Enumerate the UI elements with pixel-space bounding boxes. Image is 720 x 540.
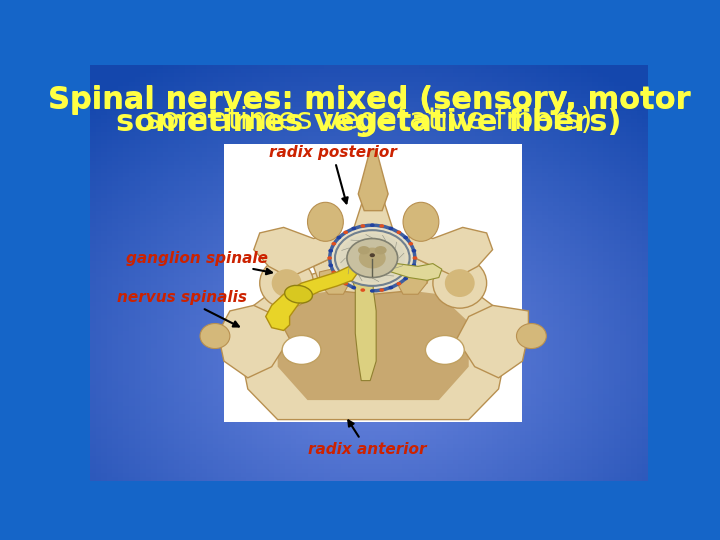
Polygon shape [266, 266, 359, 330]
Text: Spinal nerves: mixed (sensory, motor: Spinal nerves: mixed (sensory, motor [48, 86, 690, 114]
Polygon shape [397, 266, 427, 294]
Ellipse shape [200, 323, 230, 348]
Circle shape [397, 282, 401, 286]
Circle shape [328, 249, 333, 253]
Ellipse shape [330, 225, 415, 291]
Circle shape [388, 227, 393, 230]
Text: sometimes vegetative fibers): sometimes vegetative fibers) [145, 106, 593, 136]
Circle shape [412, 249, 416, 253]
Circle shape [327, 256, 332, 260]
Polygon shape [409, 227, 492, 278]
Circle shape [361, 288, 365, 292]
Circle shape [351, 286, 356, 289]
Polygon shape [328, 227, 418, 292]
Polygon shape [385, 264, 442, 280]
Circle shape [426, 335, 464, 364]
Circle shape [361, 224, 365, 228]
Ellipse shape [445, 269, 474, 297]
Ellipse shape [359, 247, 386, 268]
Circle shape [413, 256, 418, 260]
Circle shape [370, 224, 374, 227]
Circle shape [370, 289, 374, 293]
Ellipse shape [403, 202, 439, 241]
Circle shape [408, 242, 413, 246]
Polygon shape [359, 150, 388, 211]
Circle shape [388, 286, 393, 289]
Circle shape [379, 288, 384, 292]
Polygon shape [253, 227, 338, 278]
Text: sometimes vegetative fibers): sometimes vegetative fibers) [116, 107, 622, 137]
Text: radix posterior: radix posterior [269, 145, 397, 204]
Ellipse shape [335, 230, 410, 286]
Text: Spinal nerves: mixed (sensory, motor: Spinal nerves: mixed (sensory, motor [48, 85, 690, 114]
Ellipse shape [339, 234, 405, 282]
Circle shape [343, 282, 348, 286]
Circle shape [331, 242, 336, 246]
Circle shape [369, 253, 375, 257]
Polygon shape [313, 155, 433, 294]
Ellipse shape [271, 269, 302, 297]
Circle shape [412, 264, 416, 267]
Circle shape [397, 231, 401, 234]
Ellipse shape [516, 323, 546, 348]
Circle shape [379, 224, 384, 228]
Ellipse shape [374, 246, 387, 254]
Ellipse shape [347, 239, 397, 278]
Polygon shape [224, 144, 523, 422]
Polygon shape [456, 306, 528, 378]
FancyBboxPatch shape [224, 144, 523, 422]
Polygon shape [218, 306, 289, 378]
Polygon shape [239, 266, 508, 420]
Circle shape [336, 276, 341, 280]
Circle shape [403, 276, 408, 280]
Circle shape [328, 264, 333, 267]
Circle shape [408, 271, 413, 274]
Ellipse shape [433, 258, 487, 308]
Circle shape [351, 227, 356, 230]
Ellipse shape [358, 246, 370, 254]
Text: ganglion spinale: ganglion spinale [126, 251, 272, 274]
Ellipse shape [307, 202, 343, 241]
Ellipse shape [284, 285, 312, 303]
Circle shape [282, 335, 321, 364]
Circle shape [343, 231, 348, 234]
Polygon shape [352, 280, 376, 381]
Circle shape [336, 236, 341, 239]
Polygon shape [320, 266, 349, 294]
Circle shape [403, 236, 408, 239]
Text: nervus spinalis: nervus spinalis [117, 290, 247, 327]
Text: radix anterior: radix anterior [307, 421, 426, 457]
Ellipse shape [260, 258, 313, 308]
Circle shape [331, 271, 336, 274]
Polygon shape [278, 286, 469, 400]
